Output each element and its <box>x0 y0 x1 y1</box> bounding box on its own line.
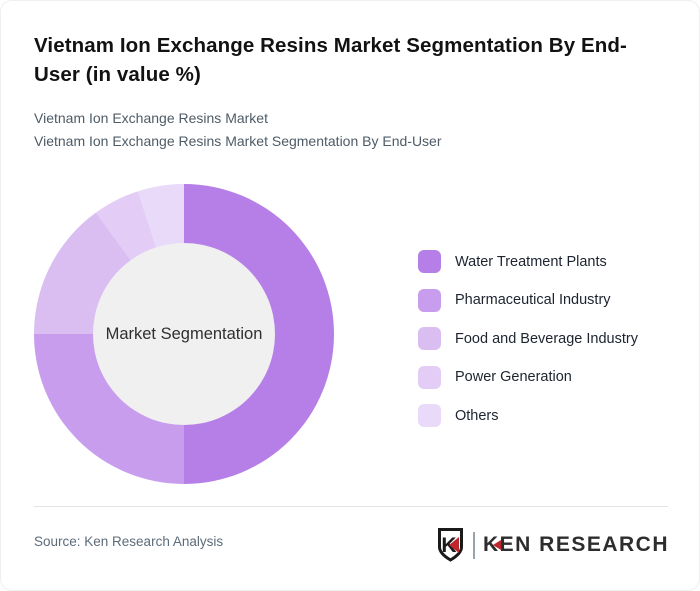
source-text: Source: Ken Research Analysis <box>34 534 224 549</box>
legend-item: Power Generation <box>418 365 638 389</box>
subtitle-line-2: Vietnam Ion Exchange Resins Market Segme… <box>34 133 442 149</box>
shield-letter: K <box>441 534 456 557</box>
legend-swatch <box>418 327 441 350</box>
legend: Water Treatment Plants Pharmaceutical Ind… <box>418 250 638 443</box>
legend-item: Others <box>418 404 638 427</box>
shield-red-triangle <box>448 537 459 553</box>
logo-wordmark: K EN RESEARCH <box>483 533 669 557</box>
legend-swatch <box>418 404 441 427</box>
legend-swatch <box>418 250 441 273</box>
subtitle-block: Vietnam Ion Exchange Resins Market Vietn… <box>34 107 442 153</box>
legend-label: Water Treatment Plants <box>455 253 607 270</box>
page-title: Vietnam Ion Exchange Resins Market Segme… <box>34 34 627 86</box>
wordmark-red-triangle <box>492 540 501 550</box>
ken-research-logo: K K EN RESEARCH <box>435 527 669 563</box>
legend-label: Food and Beverage Industry <box>455 330 638 347</box>
subtitle-line-1: Vietnam Ion Exchange Resins Market <box>34 110 268 126</box>
donut-chart: Market Segmentation <box>34 184 334 484</box>
logo-wordmark-rest: EN RESEARCH <box>499 533 669 556</box>
legend-label: Pharmaceutical Industry <box>455 292 611 308</box>
footer-divider <box>34 506 668 507</box>
ken-research-shield-icon: K <box>437 528 463 562</box>
donut-center-label: Market Segmentation <box>105 324 263 343</box>
legend-label: Power Generation <box>455 369 572 385</box>
logo-wordmark-k: K <box>482 533 501 556</box>
legend-item: Water Treatment Plants <box>418 250 638 273</box>
donut-center: Market Segmentation <box>93 243 275 425</box>
legend-item: Food and Beverage Industry <box>418 327 638 350</box>
legend-swatch <box>418 365 441 389</box>
legend-swatch <box>418 288 441 312</box>
legend-item: Pharmaceutical Industry <box>418 288 638 312</box>
logo-divider-bar <box>472 531 475 559</box>
legend-label: Others <box>455 407 499 424</box>
